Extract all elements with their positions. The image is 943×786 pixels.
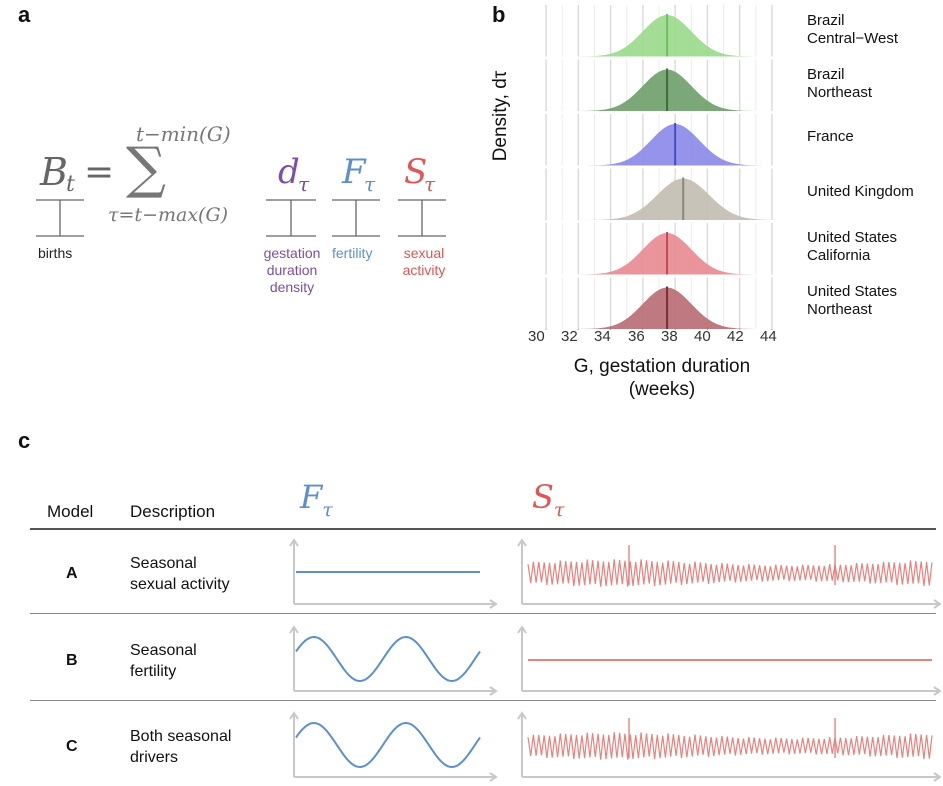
desc-a-line2: sexual activity (130, 576, 230, 593)
density-curve-0 (538, 15, 780, 57)
label-sexual: sexual activity (398, 245, 450, 279)
seasonal-sexual-activity-line (527, 559, 933, 587)
eq-sum-symbol: ∑ (126, 136, 166, 201)
eq-lhs-base: B (40, 150, 68, 194)
region-label-3-line1: United Kingdom (807, 183, 914, 200)
density-curve-4 (538, 233, 780, 275)
eq-s-base: S (404, 152, 428, 192)
region-label-1-line2: Northeast (807, 84, 873, 101)
mini-x-arrow (933, 686, 942, 696)
mini-y-arrow (517, 625, 527, 634)
mini-x-arrow (933, 599, 942, 609)
header-rule (30, 528, 936, 530)
region-label-0-line2: Central−West (807, 30, 899, 47)
density-xlabel: G, gestation duration (weeks) (542, 355, 782, 401)
density-xlabel-2: (weeks) (628, 379, 696, 400)
label-fertility: fertility (332, 245, 373, 261)
label-gestation: gestation duration density (255, 245, 329, 296)
seasonal-fertility-line (295, 721, 481, 769)
row-divider-2 (30, 700, 936, 701)
eq-equals: = (84, 152, 115, 193)
mini-y-arrow (289, 625, 299, 634)
row-divider-1 (30, 613, 936, 614)
mini-y-arrow (517, 711, 527, 720)
mini-y-arrow (517, 538, 527, 547)
label-gestation-3: density (269, 279, 315, 295)
region-label-4-line1: United States (807, 229, 898, 246)
region-label-0: Brazil Central−West (807, 12, 898, 48)
x-tick-32: 32 (561, 328, 578, 345)
region-label-4-line2: California (807, 247, 871, 264)
header-s: Sτ (532, 478, 564, 521)
x-tick-38: 38 (661, 328, 678, 345)
region-label-2: France (807, 128, 854, 146)
density-chart (538, 5, 780, 330)
label-sexual-1: sexual (403, 245, 445, 261)
panel-c-label: c (18, 428, 31, 453)
region-label-1-line1: Brazil (807, 66, 845, 83)
desc-c-line1: Both seasonal (130, 728, 232, 745)
seasonal-sexual-activity-line (527, 732, 933, 760)
header-model: Model (47, 502, 94, 521)
region-label-3: United Kingdom (807, 183, 914, 201)
desc-c: Both seasonal drivers (130, 726, 231, 768)
label-births: births (38, 245, 73, 261)
region-label-5: United States Northeast (807, 283, 897, 319)
desc-a: Seasonal sexual activity (130, 553, 230, 595)
x-tick-34: 34 (594, 328, 611, 345)
header-f-sub: τ (322, 499, 333, 521)
density-curve-2 (538, 124, 780, 166)
mini-x-arrow (489, 686, 498, 696)
eq-sum-lower: τ=t−max(G) (108, 204, 229, 226)
region-label-1: Brazil Northeast (807, 66, 872, 102)
mini-y-arrow (289, 538, 299, 547)
mini-x-arrow (933, 772, 942, 782)
eq-d-base: d (278, 152, 300, 192)
desc-a-line1: Seasonal (130, 555, 197, 572)
region-label-5-line1: United States (807, 283, 898, 300)
x-tick-40: 40 (694, 328, 711, 345)
panel-a-label: a (18, 2, 31, 27)
label-gestation-1: gestation (263, 245, 321, 261)
header-s-base: S (532, 478, 554, 516)
x-tick-30: 30 (528, 328, 545, 345)
desc-b-line1: Seasonal (130, 642, 197, 659)
header-f-base: F (300, 478, 323, 516)
eq-s-sub: τ (424, 172, 436, 196)
eq-d-sub: τ (298, 172, 310, 196)
density-xlabel-1: G, gestation duration (573, 356, 751, 377)
seasonal-fertility-line (295, 635, 481, 683)
eq-sum-upper: t−min(G) (136, 122, 231, 146)
eq-f-sub: τ (364, 172, 376, 196)
x-tick-36: 36 (628, 328, 645, 345)
model-a: A (66, 565, 78, 582)
x-tick-44: 44 (760, 328, 777, 345)
mini-y-arrow (289, 711, 299, 720)
header-s-sub: τ (553, 499, 565, 521)
eq-f-base: F (342, 152, 366, 192)
x-tick-42: 42 (727, 328, 744, 345)
density-curve-1 (538, 69, 780, 111)
desc-b-line2: fertility (130, 663, 177, 680)
header-description: Description (130, 502, 216, 521)
region-label-5-line2: Northeast (807, 301, 873, 318)
model-b: B (66, 652, 78, 669)
model-c: C (66, 738, 78, 755)
mini-x-arrow (489, 599, 498, 609)
label-sexual-2: activity (402, 262, 446, 278)
density-curve-3 (538, 178, 780, 220)
header-f: Fτ (300, 478, 333, 521)
panel-b-label: b (492, 2, 506, 27)
region-label-4: United States California (807, 229, 897, 265)
desc-c-line2: drivers (130, 749, 179, 766)
region-label-2-line1: France (807, 128, 854, 145)
region-label-0-line1: Brazil (807, 12, 845, 29)
eq-lhs-sub: t (66, 172, 75, 197)
label-gestation-2: duration (266, 262, 318, 278)
density-curve-5 (538, 287, 780, 329)
desc-b: Seasonal fertility (130, 640, 197, 682)
equation-brackets (36, 199, 446, 237)
mini-x-arrow (489, 772, 498, 782)
